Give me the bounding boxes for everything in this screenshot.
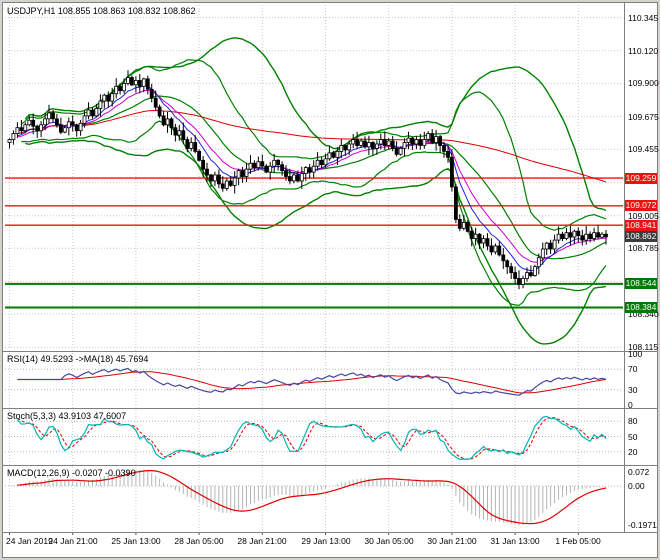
price-scale-label: 109.455 bbox=[628, 144, 659, 154]
price-level-badge[interactable]: 108.941 bbox=[625, 220, 657, 231]
price-scale-label: 108.115 bbox=[628, 342, 659, 352]
price-scale-label: 108.340 bbox=[628, 309, 659, 319]
macd-scale-label: 0.00 bbox=[628, 481, 645, 491]
time-axis-label: 30 Jan 21:00 bbox=[427, 536, 477, 546]
stoch-scale-label: 80 bbox=[628, 416, 638, 426]
macd-scale-label: 0.072 bbox=[628, 467, 650, 477]
rsi-scale-label: 100 bbox=[628, 349, 643, 359]
price-level-badge[interactable]: 108.384 bbox=[625, 302, 657, 313]
price-level-badge[interactable]: 109.259 bbox=[625, 173, 657, 184]
macd-scale-label: -0.1971 bbox=[628, 520, 657, 530]
time-axis-label: 29 Jan 13:00 bbox=[301, 536, 351, 546]
rsi-scale-label: 0 bbox=[628, 400, 633, 410]
time-axis-label: 24 Jan 21:00 bbox=[48, 536, 98, 546]
price-scale-label: 108.785 bbox=[628, 243, 659, 253]
rsi-scale-label: 30 bbox=[628, 385, 638, 395]
price-scale-label: 109.675 bbox=[628, 112, 659, 122]
time-axis-label: 24 Jan 2019 bbox=[6, 536, 53, 546]
rsi-indicator-label: RSI(14) 49.5293 ->MA(18) 45.7694 bbox=[7, 354, 149, 364]
time-axis-label: 25 Jan 13:00 bbox=[111, 536, 161, 546]
time-axis-label: 1 Feb 05:00 bbox=[555, 536, 601, 546]
rsi-scale-label: 70 bbox=[628, 364, 638, 374]
price-level-badge[interactable]: 109.072 bbox=[625, 200, 657, 211]
time-axis-label: 28 Jan 21:00 bbox=[237, 536, 287, 546]
chart-plot-svg bbox=[3, 3, 657, 535]
time-axis-label: 28 Jan 05:00 bbox=[174, 536, 224, 546]
stoch-indicator-label: Stoch(5,3,3) 43.9103 47.6007 bbox=[7, 411, 127, 421]
price-scale-label: 110.120 bbox=[628, 46, 659, 56]
price-scale-label: 109.005 bbox=[628, 211, 659, 221]
current-price-badge: 108.862 bbox=[625, 231, 657, 242]
stoch-scale-label: 50 bbox=[628, 432, 638, 442]
stoch-scale-label: 20 bbox=[628, 447, 638, 457]
time-axis-label: 31 Jan 13:00 bbox=[490, 536, 540, 546]
chart-title: USDJPY,H1 108.855 108.863 108.832 108.86… bbox=[7, 6, 196, 16]
time-axis-label: 30 Jan 05:00 bbox=[364, 536, 414, 546]
price-level-badge[interactable]: 108.544 bbox=[625, 278, 657, 289]
macd-indicator-label: MACD(12,26,9) -0.0207 -0.0390 bbox=[7, 468, 136, 478]
price-scale-label: 109.900 bbox=[628, 78, 659, 88]
price-scale-label: 110.345 bbox=[628, 13, 659, 23]
